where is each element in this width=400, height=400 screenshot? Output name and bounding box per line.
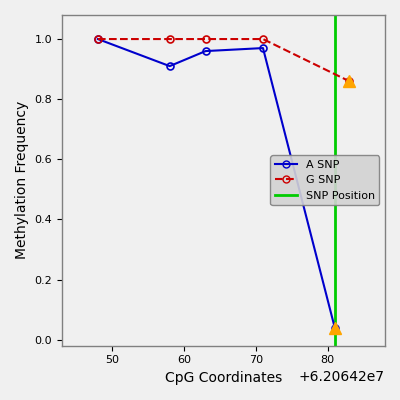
G SNP (203, 37, 208, 42)
Line: A SNP: A SNP (94, 36, 338, 331)
G SNP (96, 37, 100, 42)
Line: G SNP: G SNP (94, 36, 352, 85)
Legend: A SNP, G SNP, SNP Position: A SNP, G SNP, SNP Position (270, 155, 380, 205)
A SNP (96, 37, 100, 42)
X-axis label: CpG Coordinates: CpG Coordinates (165, 371, 282, 385)
G SNP (347, 79, 352, 84)
G SNP (260, 37, 265, 42)
A SNP (167, 64, 172, 68)
A SNP (260, 46, 265, 50)
G SNP (167, 37, 172, 42)
Y-axis label: Methylation Frequency: Methylation Frequency (15, 101, 29, 260)
A SNP (332, 325, 337, 330)
A SNP (203, 49, 208, 54)
